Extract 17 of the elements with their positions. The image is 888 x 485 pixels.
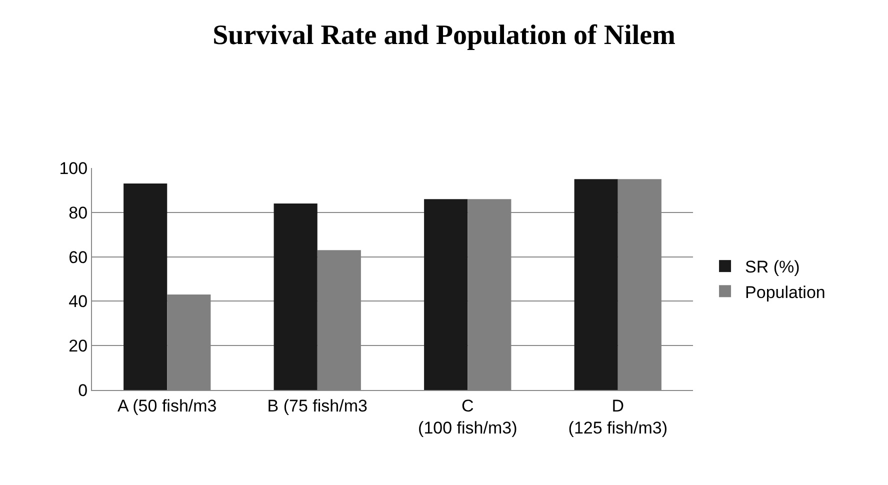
- y-tick-label: 80: [68, 203, 88, 222]
- y-tick-label: 40: [68, 292, 88, 312]
- legend-label: SR (%): [745, 258, 800, 277]
- bar: [274, 204, 318, 390]
- y-tick-label: 60: [68, 248, 88, 267]
- bar: [124, 184, 168, 390]
- x-tick-label: C (100 fish/m3): [418, 396, 518, 438]
- legend-label: Population: [745, 282, 826, 302]
- bar: [574, 179, 618, 390]
- x-tick-label: B (75 fish/m3: [267, 396, 368, 416]
- y-tick-label: 0: [78, 380, 88, 400]
- x-tick-label: A (50 fish/m3: [118, 396, 217, 416]
- chart-title: Survival Rate and Population of Nilem: [212, 20, 676, 51]
- y-tick-label: 20: [68, 336, 88, 356]
- y-tick-label: 100: [59, 158, 88, 178]
- bar: [424, 199, 468, 390]
- x-tick-label: D (125 fish/m3): [568, 396, 668, 438]
